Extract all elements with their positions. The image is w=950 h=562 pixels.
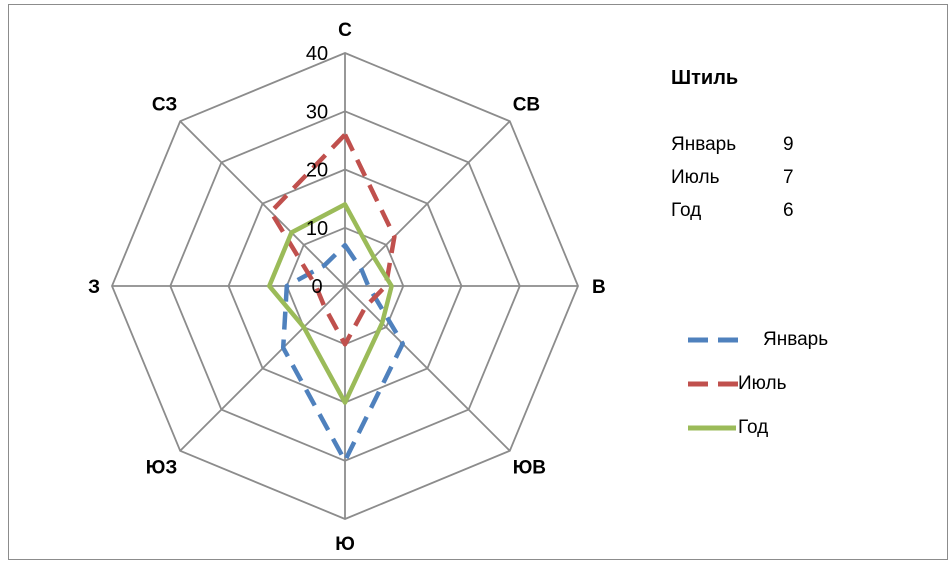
legend-label: Год <box>738 417 769 438</box>
legend-label: Январь <box>763 329 829 350</box>
chart-area <box>8 4 948 560</box>
legend-label: Июль <box>738 373 787 394</box>
legend-swatch <box>688 337 748 343</box>
direction-label: ЮЗ <box>146 458 178 479</box>
legend-swatch <box>688 425 736 431</box>
legend-swatch <box>688 381 748 387</box>
series-line <box>267 202 394 405</box>
direction-label: З <box>88 277 100 298</box>
series-line <box>280 242 405 464</box>
direction-label: СЗ <box>152 94 177 115</box>
radar-labels: 0 10 20 30 40 С СВ В ЮВ Ю ЮЗ З СЗ <box>88 20 606 555</box>
series-line <box>268 132 397 347</box>
calm-label: Июль <box>671 167 720 188</box>
calm-label: Январь <box>671 134 737 155</box>
calm-label: Год <box>671 200 702 221</box>
calm-row-january: Январь 9 <box>671 134 794 156</box>
radar-series <box>267 132 405 464</box>
direction-label: СВ <box>513 94 540 115</box>
tick-label: 10 <box>306 218 328 240</box>
radar-grid <box>111 52 579 520</box>
tick-label: 20 <box>306 160 328 182</box>
calm-value: 9 <box>783 134 794 155</box>
direction-label: ЮВ <box>513 458 546 479</box>
calm-value: 7 <box>783 167 794 188</box>
tick-label: 0 <box>311 276 322 298</box>
grid-spoke <box>344 285 511 452</box>
grid-spoke <box>179 120 346 287</box>
direction-label: С <box>338 20 352 41</box>
calm-row-year: Год 6 <box>671 200 794 222</box>
direction-label: Ю <box>335 534 355 555</box>
calm-row-july: Июль 7 <box>671 167 794 189</box>
tick-label: 40 <box>306 43 328 65</box>
calm-title: Штиль <box>671 67 739 89</box>
direction-label: В <box>592 277 606 298</box>
grid-spoke <box>179 285 346 452</box>
calm-value: 6 <box>783 200 794 221</box>
tick-label: 30 <box>306 101 328 123</box>
